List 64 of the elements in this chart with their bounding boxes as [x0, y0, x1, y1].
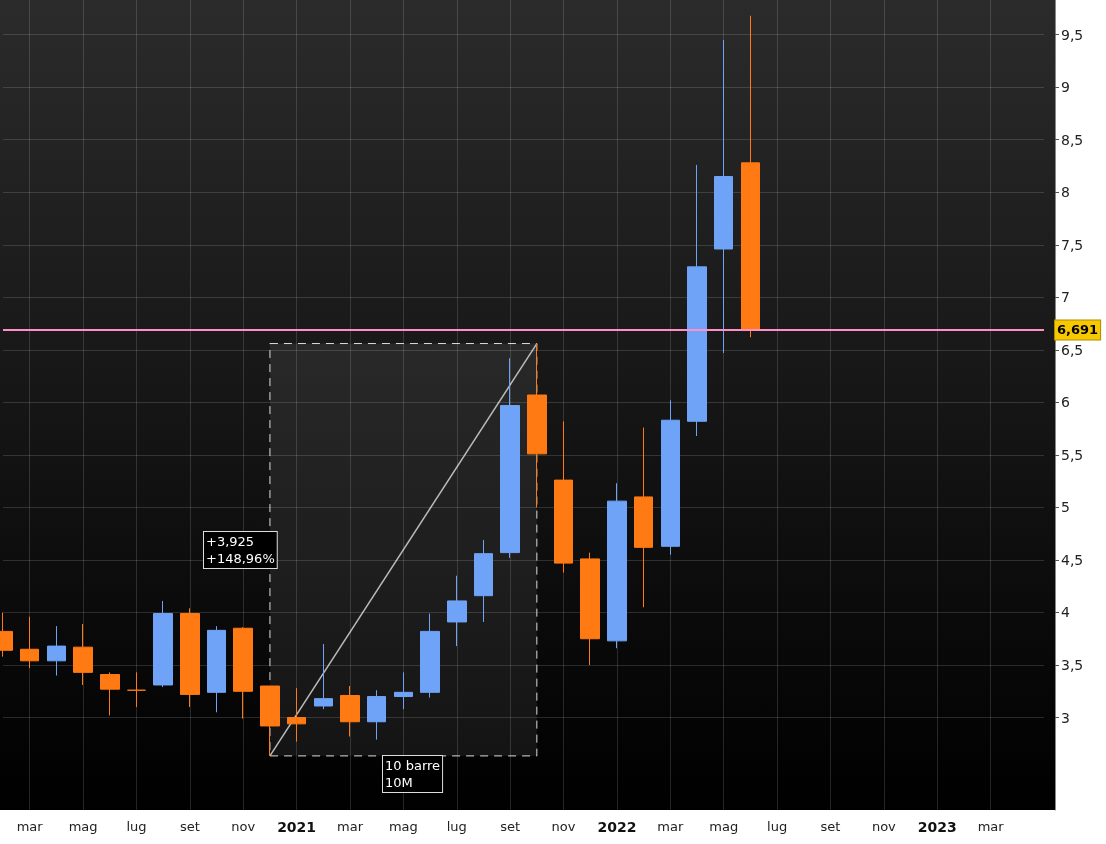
candlestick: [447, 575, 467, 647]
y-tick-label: 3: [1061, 709, 1070, 726]
y-tick-label: 8: [1061, 184, 1070, 201]
x-tick-label: nov: [551, 819, 576, 834]
x-tick-label: 2021: [277, 819, 317, 835]
candlestick: [367, 689, 386, 741]
ref-line-label: 6,691: [1057, 322, 1099, 338]
candlestick: [340, 685, 360, 737]
candlestick: [474, 539, 493, 623]
candlestick: [527, 343, 547, 508]
x-tick-label: mar: [337, 819, 364, 834]
candlestick: [260, 685, 280, 757]
x-tick-label: lug: [446, 819, 467, 834]
candlestick: [127, 671, 146, 708]
y-tick-label: 7,5: [1061, 236, 1084, 253]
x-tick-label: mar: [977, 819, 1005, 834]
candlestick: [687, 164, 707, 437]
x-tick-label: lug: [126, 819, 147, 834]
x-tick-label: nov: [871, 819, 897, 834]
candlestick: [314, 643, 333, 710]
x-tick-label: mar: [16, 819, 44, 834]
candlestick: [420, 613, 440, 699]
y-tick-label: 3,5: [1061, 657, 1084, 674]
x-tick-label: mag: [709, 819, 739, 834]
candlestick: [207, 625, 226, 713]
y-tick-label: 6: [1061, 394, 1070, 411]
candlestick: [47, 625, 66, 677]
candlestick: [554, 420, 573, 574]
candlestick: [153, 600, 173, 688]
candlestick: [634, 427, 653, 608]
x-tick-label: mar: [657, 819, 684, 834]
y-tick-label: 7: [1061, 289, 1070, 306]
candlestick: [607, 482, 627, 649]
candlestick: [580, 552, 600, 666]
candlestick: [73, 623, 93, 686]
x-tick-label: 2022: [597, 819, 637, 835]
x-tick-label: set: [820, 819, 841, 834]
candlestick: [661, 399, 680, 556]
y-tick-label: 5: [1061, 499, 1070, 516]
candlestick: [180, 607, 200, 708]
candlestick: [741, 15, 760, 338]
candlestick: [100, 671, 120, 716]
annotation: 10 barre 10M: [385, 758, 441, 790]
x-tick-label: nov: [231, 819, 256, 834]
candlestick: [233, 626, 253, 720]
x-tick-label: lug: [767, 819, 788, 834]
candlestick: [500, 357, 520, 559]
x-tick-label: set: [179, 819, 200, 834]
y-tick-label: 5,5: [1061, 446, 1084, 463]
y-tick-label: 4,5: [1061, 551, 1084, 568]
x-tick-label: set: [500, 819, 521, 834]
candlestick: [714, 39, 733, 354]
y-tick-label: 4: [1061, 604, 1070, 621]
candlestick: [20, 616, 39, 669]
candlestick: [394, 671, 413, 710]
x-tick-label: mag: [388, 819, 418, 834]
candlestick: [287, 687, 306, 743]
annotation: +3,925 +148,96%: [206, 534, 275, 566]
y-tick-label: 6,5: [1061, 341, 1084, 358]
y-tick-label: 9: [1061, 79, 1070, 96]
x-tick-label: mag: [68, 819, 98, 834]
x-tick-label: 2023: [917, 819, 957, 835]
y-tick-label: 8,5: [1061, 131, 1084, 148]
y-tick-label: 9,5: [1061, 26, 1084, 43]
